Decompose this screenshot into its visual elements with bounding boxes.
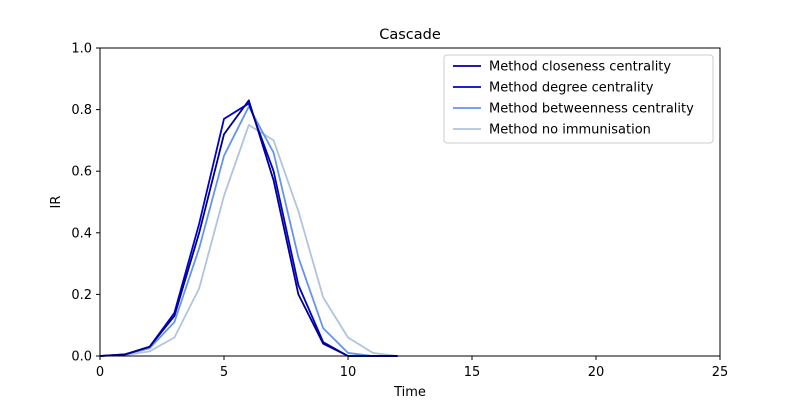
x-axis-label: Time [393, 385, 426, 400]
chart-title: Cascade [379, 27, 441, 43]
y-tick-label: 0.4 [71, 226, 92, 241]
legend-label: Method degree centrality [489, 81, 654, 96]
x-tick-label: 15 [464, 365, 481, 380]
x-tick-label: 25 [712, 365, 729, 380]
x-tick-label: 20 [588, 365, 605, 380]
y-tick-label: 0.0 [71, 350, 92, 365]
x-tick-label: 0 [96, 365, 104, 380]
series-line [99, 105, 398, 357]
x-tick-label: 10 [340, 365, 357, 380]
y-tick-label: 0.2 [71, 288, 92, 303]
x-tick-label: 5 [220, 365, 228, 380]
y-axis-label: IR [49, 196, 64, 209]
y-tick-label: 1.0 [71, 42, 92, 57]
legend-label: Method closeness centrality [489, 60, 671, 75]
x-axis-ticks: 0 5 10 15 20 25 [96, 356, 728, 380]
legend-label: Method betweenness centrality [489, 102, 694, 117]
y-axis-ticks: 0.0 0.2 0.4 0.6 0.8 1.0 [71, 42, 100, 365]
legend: Method closeness centrality Method degree… [443, 54, 714, 144]
series-line [99, 124, 398, 357]
plot-frame [99, 47, 721, 357]
legend-frame [443, 54, 714, 144]
y-tick-label: 0.8 [71, 103, 92, 118]
legend-label: Method no immunisation [489, 123, 651, 138]
y-tick-label: 0.6 [71, 165, 92, 180]
